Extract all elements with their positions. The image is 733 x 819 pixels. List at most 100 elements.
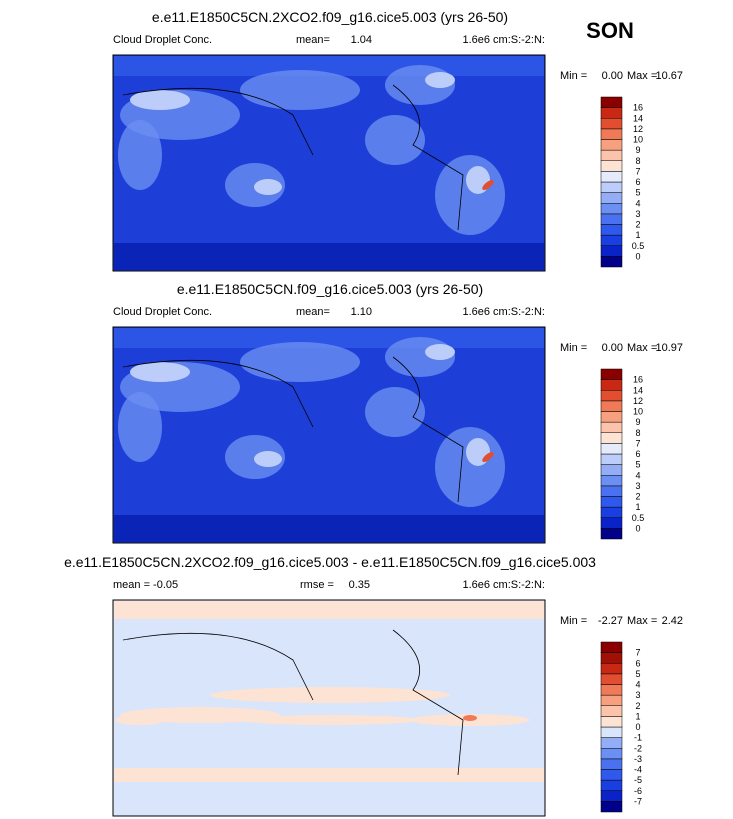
coastline [392,84,464,231]
colorbar-box [600,506,623,518]
colorbar-box [600,475,623,487]
units-label: 1.6e6 cm:S:-2:N: [462,579,545,591]
colorbar-label: 0 [635,251,640,261]
high-blob [254,451,282,467]
max-label: Max = [627,615,657,627]
colorbar-box [600,496,623,508]
land-blob [365,387,425,437]
colorbar-label: 3 [635,481,640,491]
stat-value: 1.04 [351,34,372,46]
coastline [122,359,314,428]
units-label: 1.6e6 cm:S:-2:N: [462,34,545,46]
coastline [392,629,464,776]
colorbar-box [600,684,623,696]
colorbar-label: -3 [634,754,642,764]
colorbar-label: 6 [635,177,640,187]
colorbar-label: 9 [635,417,640,427]
colorbar-label: 0.5 [632,241,645,251]
stat-value: 0.35 [349,579,370,591]
colorbar-label: -6 [634,786,642,796]
panel-title: e.e11.E1850C5CN.2XCO2.f09_g16.cice5.003 … [152,9,508,25]
coastline [122,87,314,156]
colorbar-label: 5 [635,188,640,198]
colorbar-box [600,400,623,412]
stat-label: rmse = [300,579,334,591]
colorbar-box [600,390,623,402]
south-band [114,768,544,782]
colorbar-label: 2 [635,220,640,230]
positive-band [115,715,165,725]
colorbar-box [600,801,623,813]
colorbar-box [600,694,623,706]
colorbar-label: 7 [635,166,640,176]
panel-title: e.e11.E1850C5CN.2XCO2.f09_g16.cice5.003 … [64,554,596,570]
colorbar-box [600,464,623,476]
land-blob [435,427,505,507]
colorbar-box [600,234,623,246]
colorbar-box [600,118,623,130]
colorbar-box [600,96,623,108]
colorbar-box [600,224,623,236]
colorbar-box [600,726,623,738]
min-value: 0.00 [602,342,623,354]
colorbar-label: 10 [633,135,643,145]
positive-band [240,715,420,725]
colorbar-label: 12 [633,124,643,134]
colorbar-box [600,171,623,183]
colorbar-label: 7 [635,438,640,448]
max-value: 10.97 [655,342,683,354]
colorbar-box [600,673,623,685]
peak [482,451,494,463]
colorbar-box [600,758,623,770]
colorbar-box [600,160,623,172]
colorbar-box [600,139,623,151]
land-blob [240,342,360,382]
peak [482,179,494,191]
colorbar-box [600,769,623,781]
colorbar-label: 1 [635,230,640,240]
colorbar-label: 0 [635,722,640,732]
units-label: 1.6e6 cm:S:-2:N: [462,306,545,318]
colorbar-label: -5 [634,775,642,785]
colorbar-label: 2 [635,492,640,502]
min-label: Min = [560,70,587,82]
colorbar-box [600,213,623,225]
max-label: Max = [627,342,657,354]
land-blob [435,155,505,235]
colorbar-label: 4 [635,198,640,208]
min-value: -2.27 [598,615,623,627]
antarctic-band [114,243,544,270]
peak [463,715,477,721]
colorbar-box [600,663,623,675]
max-value: 2.42 [662,615,683,627]
top-band [114,601,544,619]
stat-label: mean= [296,34,330,46]
colorbar-label: 6 [635,658,640,668]
min-label: Min = [560,342,587,354]
colorbar-box [600,528,623,540]
colorbar-box [600,443,623,455]
colorbar-label: 2 [635,701,640,711]
high-blob [130,90,190,110]
land-blob [118,392,162,462]
colorbar-label: 4 [635,680,640,690]
land-blob [118,120,162,190]
colorbar-label: 8 [635,156,640,166]
field-label: Cloud Droplet Conc. [113,34,212,46]
colorbar-box [600,192,623,204]
field-label: Cloud Droplet Conc. [113,306,212,318]
colorbar-box [600,790,623,802]
colorbar-box [600,128,623,140]
high-blob [254,179,282,195]
colorbar-box [600,379,623,391]
stat-label: mean= [296,306,330,318]
colorbar-label: -2 [634,743,642,753]
colorbar-box [600,652,623,664]
stat-value: 1.10 [351,306,372,318]
colorbar-box [600,421,623,433]
season-label: SON [586,18,634,43]
colorbar-box [600,245,623,257]
colorbar-box [600,256,623,268]
